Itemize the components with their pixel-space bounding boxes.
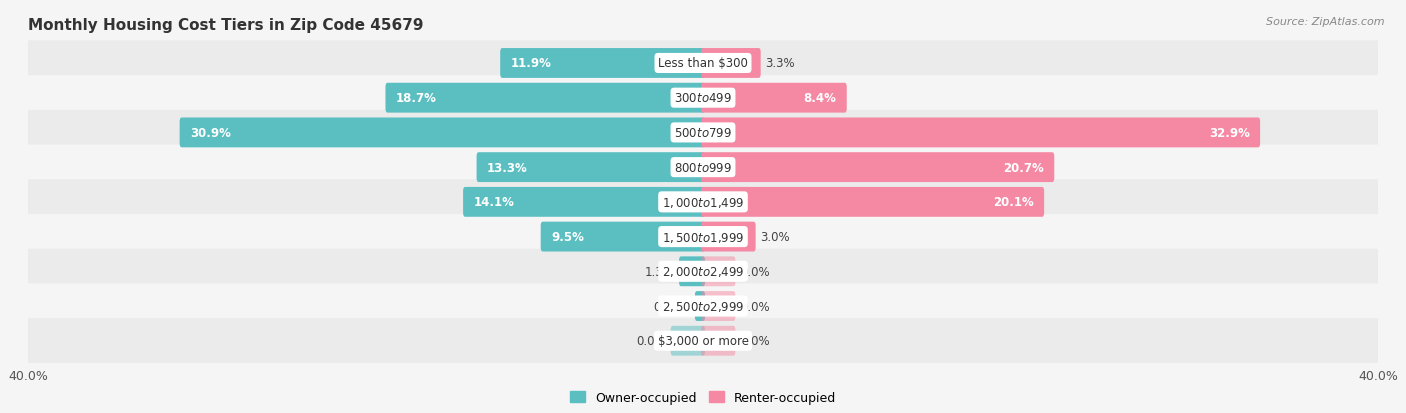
Text: 30.9%: 30.9% — [190, 127, 231, 140]
FancyBboxPatch shape — [702, 188, 1045, 217]
Text: 1.3%: 1.3% — [644, 265, 675, 278]
FancyBboxPatch shape — [0, 180, 1406, 225]
FancyBboxPatch shape — [702, 83, 846, 113]
Text: 13.3%: 13.3% — [486, 161, 527, 174]
Text: $1,500 to $1,999: $1,500 to $1,999 — [662, 230, 744, 244]
Text: $1,000 to $1,499: $1,000 to $1,499 — [662, 195, 744, 209]
FancyBboxPatch shape — [702, 118, 1260, 148]
Text: Source: ZipAtlas.com: Source: ZipAtlas.com — [1267, 17, 1385, 26]
Text: $2,500 to $2,999: $2,500 to $2,999 — [662, 299, 744, 313]
Text: 11.9%: 11.9% — [510, 57, 551, 70]
FancyBboxPatch shape — [702, 326, 735, 356]
FancyBboxPatch shape — [702, 49, 761, 79]
Text: 0.0%: 0.0% — [740, 300, 769, 313]
Text: $500 to $799: $500 to $799 — [673, 127, 733, 140]
FancyBboxPatch shape — [385, 83, 704, 113]
FancyBboxPatch shape — [463, 188, 704, 217]
FancyBboxPatch shape — [0, 41, 1406, 86]
Text: 8.4%: 8.4% — [803, 92, 837, 105]
FancyBboxPatch shape — [702, 153, 1054, 183]
Legend: Owner-occupied, Renter-occupied: Owner-occupied, Renter-occupied — [565, 386, 841, 409]
FancyBboxPatch shape — [702, 222, 755, 252]
FancyBboxPatch shape — [695, 292, 704, 321]
Text: 0.0%: 0.0% — [637, 335, 666, 347]
FancyBboxPatch shape — [501, 49, 704, 79]
FancyBboxPatch shape — [0, 111, 1406, 156]
Text: Less than $300: Less than $300 — [658, 57, 748, 70]
FancyBboxPatch shape — [0, 284, 1406, 329]
FancyBboxPatch shape — [679, 257, 704, 287]
Text: 14.1%: 14.1% — [474, 196, 515, 209]
FancyBboxPatch shape — [180, 118, 704, 148]
Text: 9.5%: 9.5% — [551, 230, 583, 244]
FancyBboxPatch shape — [0, 249, 1406, 294]
Text: 18.7%: 18.7% — [396, 92, 437, 105]
FancyBboxPatch shape — [0, 214, 1406, 259]
Text: 3.3%: 3.3% — [765, 57, 794, 70]
Text: 20.7%: 20.7% — [1002, 161, 1043, 174]
Text: 0.36%: 0.36% — [652, 300, 690, 313]
FancyBboxPatch shape — [477, 153, 704, 183]
Text: 32.9%: 32.9% — [1209, 127, 1250, 140]
Text: $800 to $999: $800 to $999 — [673, 161, 733, 174]
Text: 3.0%: 3.0% — [761, 230, 790, 244]
Text: $2,000 to $2,499: $2,000 to $2,499 — [662, 265, 744, 279]
FancyBboxPatch shape — [702, 257, 735, 287]
Text: $300 to $499: $300 to $499 — [673, 92, 733, 105]
FancyBboxPatch shape — [0, 76, 1406, 121]
FancyBboxPatch shape — [702, 292, 735, 321]
FancyBboxPatch shape — [671, 326, 704, 356]
Text: 0.0%: 0.0% — [740, 265, 769, 278]
FancyBboxPatch shape — [0, 318, 1406, 363]
FancyBboxPatch shape — [541, 222, 704, 252]
Text: 20.1%: 20.1% — [993, 196, 1033, 209]
FancyBboxPatch shape — [0, 145, 1406, 190]
Text: Monthly Housing Cost Tiers in Zip Code 45679: Monthly Housing Cost Tiers in Zip Code 4… — [28, 18, 423, 33]
Text: $3,000 or more: $3,000 or more — [658, 335, 748, 347]
Text: 0.0%: 0.0% — [740, 335, 769, 347]
